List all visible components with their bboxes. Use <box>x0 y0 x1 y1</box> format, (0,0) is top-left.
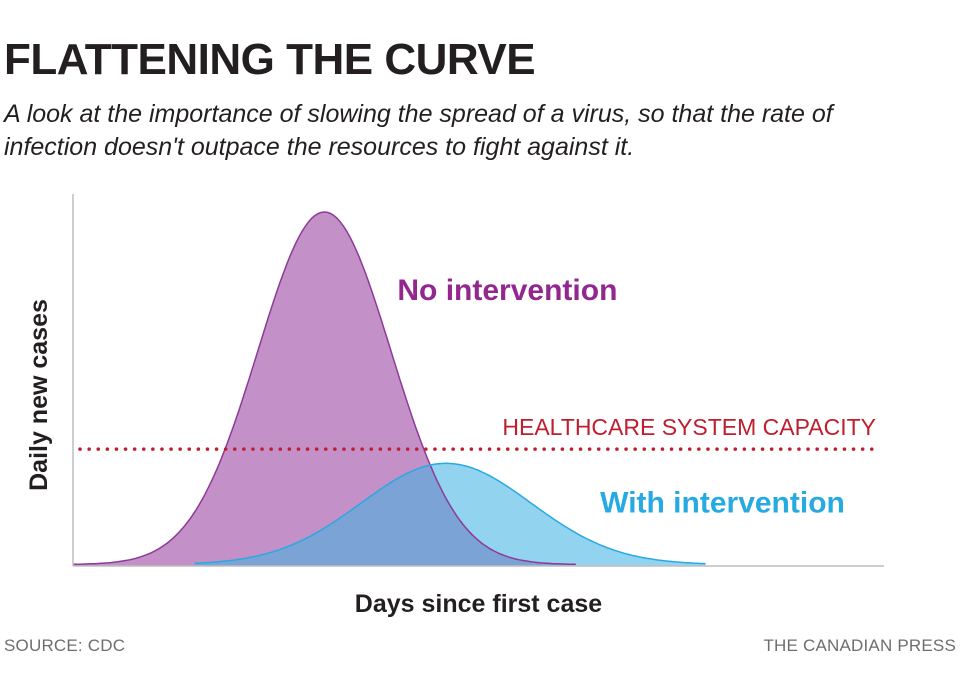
label-with-intervention: With intervention <box>600 486 845 519</box>
x-axis-label: Days since first case <box>355 590 602 618</box>
page-subtitle: A look at the importance of slowing the … <box>4 100 833 161</box>
credit-note: THE CANADIAN PRESS <box>763 636 956 655</box>
source-note: SOURCE: CDC <box>4 636 126 655</box>
page-title: FLATTENING THE CURVE <box>4 35 536 84</box>
area-overlap <box>194 463 576 566</box>
capacity-label: HEALTHCARE SYSTEM CAPACITY <box>502 414 876 440</box>
line-with-intervention <box>194 462 706 565</box>
curves-layer <box>73 211 706 566</box>
y-axis-label: Daily new cases <box>25 299 53 491</box>
area-no-intervention <box>73 212 576 566</box>
line-no-intervention <box>73 211 576 566</box>
label-no-intervention: No intervention <box>397 274 617 307</box>
